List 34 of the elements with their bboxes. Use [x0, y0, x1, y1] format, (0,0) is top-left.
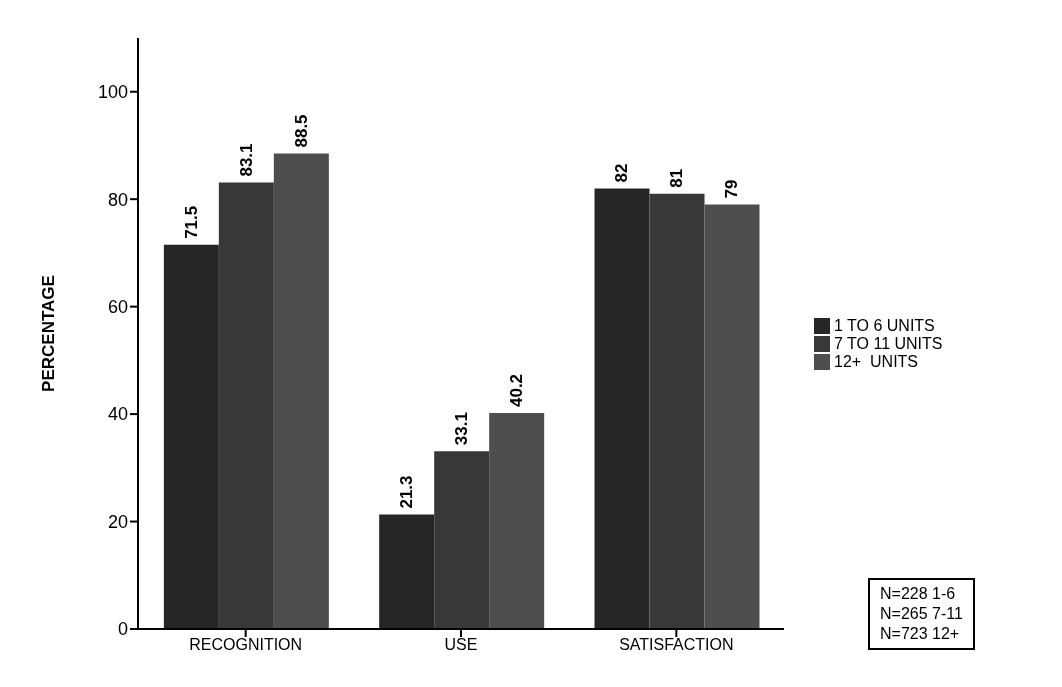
y-tick-label: 80 — [107, 189, 128, 210]
bar — [649, 193, 705, 629]
data-label: 79 — [722, 179, 742, 199]
data-label: 81 — [667, 168, 687, 188]
data-label: 82 — [612, 163, 632, 183]
y-tick-label: 20 — [107, 511, 128, 532]
y-axis-title: PERCENTAGE — [39, 275, 59, 392]
x-tick-label: SATISFACTION — [619, 636, 734, 654]
y-tick-label: 40 — [107, 404, 128, 425]
bar — [594, 188, 650, 629]
bar — [273, 153, 329, 629]
text: N=265 7-11 — [880, 604, 963, 624]
bar — [704, 204, 760, 629]
data-label: 83.1 — [236, 143, 256, 177]
x-tick-label: RECOGNITION — [189, 636, 303, 654]
bar — [218, 182, 274, 629]
x-tick-label: USE — [444, 636, 478, 654]
legend-label: 12+ UNITS — [834, 352, 919, 370]
y-tick-label: 0 — [117, 619, 128, 640]
legend-label: 1 TO 6 UNITS — [834, 316, 935, 334]
y-tick-label: 100 — [97, 82, 128, 103]
text: N=723 12+ — [880, 624, 961, 644]
data-label: 21.3 — [397, 475, 417, 509]
y-tick-label: 60 — [107, 297, 128, 318]
data-label: 33.1 — [452, 412, 472, 446]
bar — [379, 514, 435, 629]
bar — [434, 451, 490, 629]
bar — [163, 244, 219, 629]
legend-label: 7 TO 11 UNITS — [834, 334, 943, 352]
data-label: 40.2 — [507, 373, 527, 408]
text: N=228 1-6 — [880, 584, 957, 604]
data-label: 88.5 — [291, 114, 311, 148]
data-label: 71.5 — [181, 205, 201, 239]
bar — [489, 413, 545, 629]
